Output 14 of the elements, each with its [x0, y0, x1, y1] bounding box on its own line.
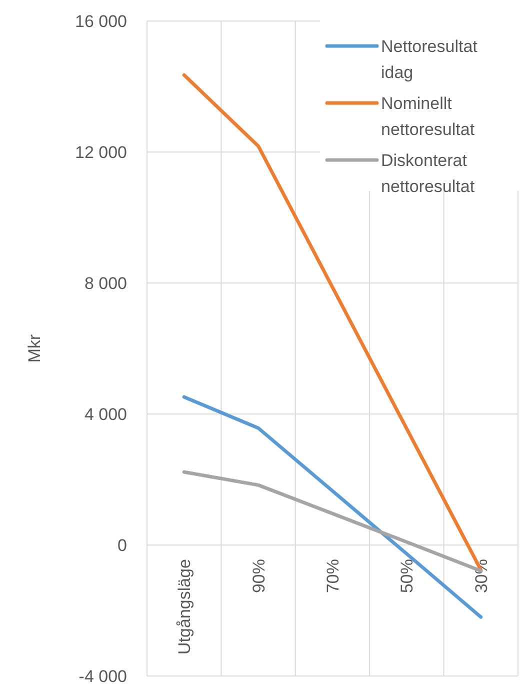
y-tick-label: 12 000: [75, 142, 127, 162]
legend-label: Nettoresultat idag: [381, 36, 478, 82]
legend-label: Nominellt nettoresultat: [381, 94, 475, 139]
y-axis-title: Mkr: [25, 334, 44, 363]
y-tick-label: -4 000: [78, 666, 127, 686]
x-tick-label: 90%: [249, 559, 268, 594]
y-tick-label: 8 000: [84, 274, 127, 293]
y-tick-label: 0: [118, 536, 127, 555]
legend-label: Diskonterat nettoresultat: [381, 150, 475, 196]
y-tick-label: 4 000: [84, 404, 127, 424]
y-tick-label: 16 000: [75, 12, 127, 31]
x-tick-label: 50%: [398, 559, 417, 594]
x-tick-label: 70%: [323, 559, 342, 594]
x-tick-label: Utgångsläge: [175, 559, 194, 654]
